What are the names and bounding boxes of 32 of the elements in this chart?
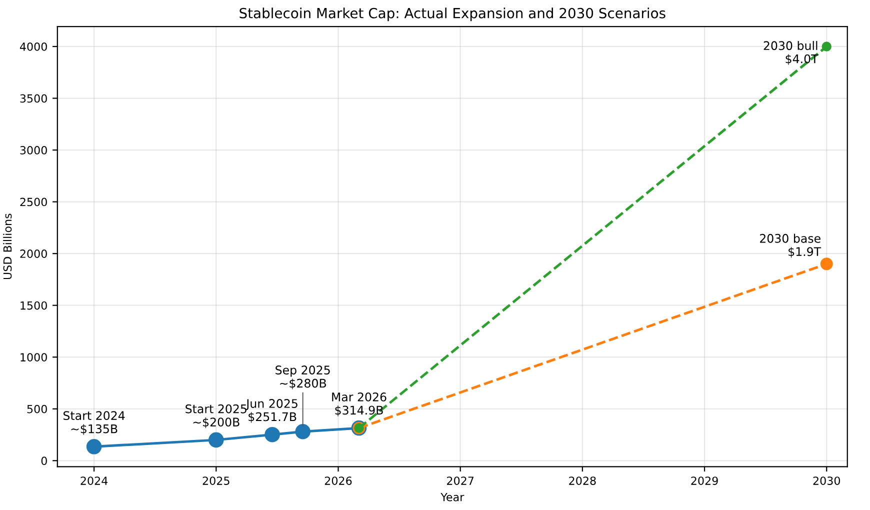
x-tick-label: 2027 <box>447 476 474 485</box>
y-tick-label: 1000 <box>20 353 47 362</box>
y-tick-label: 1500 <box>20 301 47 310</box>
y-axis-title: USD Billions <box>3 214 12 280</box>
x-tick-label: 2029 <box>691 476 718 485</box>
annotation: Sep 2025 ~$280B <box>276 366 330 390</box>
x-tick-label: 2024 <box>80 476 108 485</box>
y-tick-label: 3000 <box>20 146 47 154</box>
x-axis-title: Year <box>440 493 464 502</box>
x-tick-label: 2026 <box>324 476 352 485</box>
x-tick-label: 2030 <box>813 476 840 485</box>
point <box>822 42 832 52</box>
y-tick-label: 500 <box>27 404 47 414</box>
y-tick-label: 0 <box>41 456 47 466</box>
point <box>208 432 224 448</box>
annotation: Jun 2025 $251.7B <box>246 399 298 423</box>
point <box>295 424 310 440</box>
annotation: 2030 bull $4.0T <box>764 40 818 65</box>
y-tick-label: 4000 <box>20 42 47 51</box>
x-tick-label: 2028 <box>569 476 596 485</box>
annotation: Mar 2026 $314.9B <box>332 392 386 416</box>
point <box>820 258 833 270</box>
annotation: Start 2024 ~$135B <box>64 411 125 435</box>
y-tick-label: 2000 <box>20 250 47 258</box>
point <box>264 426 280 442</box>
x-tick-label: 2025 <box>202 476 230 485</box>
annotation: 2030 base $1.9T <box>760 234 822 258</box>
annotation: Start 2025 ~$200B <box>186 404 246 428</box>
y-tick-label: 3500 <box>20 94 47 103</box>
point <box>86 439 102 454</box>
y-tick-label: 2500 <box>20 198 47 206</box>
chart-title: Stablecoin Market Cap: Actual Expansion and 2030 Scenarios <box>240 8 666 22</box>
